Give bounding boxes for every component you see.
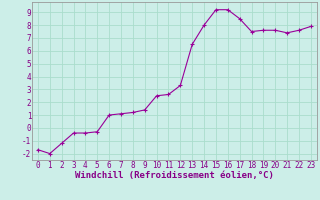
X-axis label: Windchill (Refroidissement éolien,°C): Windchill (Refroidissement éolien,°C) <box>75 171 274 180</box>
